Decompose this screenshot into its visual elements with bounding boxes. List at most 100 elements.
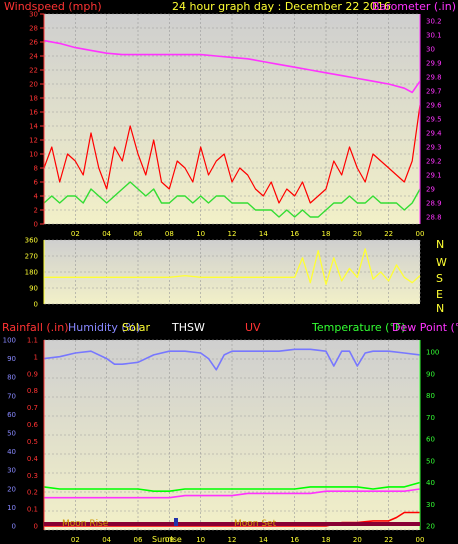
wind-axis-tick: 22 (29, 67, 38, 75)
wind-axis-tick: 28 (29, 25, 38, 33)
solar-blip (174, 518, 178, 526)
compass-n-top: N (436, 238, 444, 251)
compass-w: W (436, 256, 447, 269)
temperature-label: Temperature (°F) (311, 321, 406, 334)
climate-x-tick: 00 (416, 536, 425, 544)
humidity-label: Humidity (%) (68, 321, 140, 334)
wind-x-tick: 02 (71, 230, 80, 238)
wind-axis-tick: 6 (34, 179, 39, 187)
wind-x-tick: 06 (134, 230, 143, 238)
wind-x-tick: 12 (228, 230, 237, 238)
wind-x-tick: 20 (353, 230, 362, 238)
wind-axis-tick: 30 (29, 11, 38, 19)
direction-axis-tick: 270 (25, 253, 38, 261)
climate-x-tick: 20 (353, 536, 362, 544)
moon-set-label: Moon Set (234, 519, 277, 529)
humidity-axis-tick: 10 (7, 504, 16, 512)
barometer-axis-tick: 29.9 (426, 60, 442, 68)
sunrise-label: Sunrise (152, 535, 182, 544)
barometer-axis-tick: 29.6 (426, 102, 442, 110)
humidity-axis-tick: 100 (3, 337, 16, 345)
temperature-line (43, 481, 421, 493)
barometer-axis-tick: 30.1 (426, 32, 442, 40)
wind-x-tick: 16 (290, 230, 299, 238)
climate-x-tick: 16 (290, 536, 299, 544)
climate-x-tick: 22 (384, 536, 393, 544)
rain-axis-tick: 0.2 (27, 489, 38, 497)
wind-avg-line (43, 181, 421, 218)
wind-series (43, 39, 421, 218)
barometer-axis-tick: 30 (426, 46, 435, 54)
barometer-axis-tick: 29.2 (426, 158, 442, 166)
temp-axis-tick: 60 (426, 436, 435, 444)
temp-axis-tick: 70 (426, 414, 435, 422)
humidity-line (43, 348, 421, 371)
dewpoint-line (44, 488, 421, 499)
wind-x-tick: 18 (322, 230, 331, 238)
barometer-axis-tick: 29.7 (426, 88, 442, 96)
temp-axis-tick: 50 (426, 457, 435, 465)
temp-axis-tick: 100 (426, 349, 439, 357)
wind-axis-tick: 24 (29, 53, 38, 61)
direction-axis-tick: 0 (34, 301, 38, 309)
wind-axis-tick: 16 (29, 109, 38, 117)
wind-axis-tick: 4 (34, 193, 39, 201)
rain-axis-tick: 0.9 (27, 370, 38, 378)
temp-axis-tick: 20 (426, 523, 435, 531)
barometer-label: Barometer (.in) (372, 0, 456, 13)
humidity-axis-tick: 80 (7, 374, 16, 382)
moon-band (44, 522, 420, 526)
wind-x-tick: 04 (102, 230, 111, 238)
barometer-axis-tick: 29 (426, 186, 435, 194)
barometer-axis-tick: 29.5 (426, 116, 442, 124)
rainfall-label: Rainfall (.in) (2, 321, 69, 334)
wind-direction-line (44, 248, 421, 286)
rain-axis-tick: 0.6 (27, 421, 39, 429)
barometer-axis-tick: 28.8 (426, 214, 442, 222)
wind-axis-tick: 18 (29, 95, 38, 103)
compass-n-bottom: N (436, 302, 444, 315)
wind-x-tick: 00 (416, 230, 425, 238)
humidity-axis-tick: 40 (7, 448, 16, 456)
solar-label: Solar (122, 321, 151, 334)
climate-x-tick: 14 (259, 536, 268, 544)
climate-x-tick: 10 (196, 536, 205, 544)
direction-grid (43, 239, 421, 305)
windspeed-label: Windspeed (mph) (4, 0, 102, 13)
direction-axis-tick: 180 (25, 269, 38, 277)
temp-axis-tick: 80 (426, 392, 435, 400)
humidity-axis-tick: 20 (7, 485, 16, 493)
wind-axis-tick: 8 (34, 165, 38, 173)
climate-x-tick: 18 (322, 536, 331, 544)
wind-axis-tick: 20 (29, 81, 38, 89)
rain-axis-tick: 1 (34, 353, 38, 361)
humidity-axis-tick: 30 (7, 467, 16, 475)
humidity-axis-tick: 70 (7, 392, 16, 400)
humidity-axis-tick: 90 (7, 355, 16, 363)
climate-x-tick: 12 (228, 536, 237, 544)
barometer-axis-tick: 29.3 (426, 144, 442, 152)
rain-axis-tick: 1.1 (27, 337, 38, 345)
barometer-axis-tick: 29.8 (426, 74, 442, 82)
humidity-axis-tick: 50 (7, 430, 16, 438)
barometer-line (43, 39, 421, 94)
wind-axis-tick: 14 (29, 123, 38, 131)
barometer-axis-tick: 30.2 (426, 18, 442, 26)
barometer-axis-tick: 28.9 (426, 200, 442, 208)
thsw-label: THSW (171, 321, 205, 334)
direction-axis-tick: 90 (29, 285, 38, 293)
temp-axis-tick: 40 (426, 479, 435, 487)
wind-axis-tick: 12 (29, 137, 38, 145)
wind-axis-tick: 26 (29, 39, 38, 47)
wind-gust-line (43, 104, 421, 204)
humidity-axis-tick: 60 (7, 411, 16, 419)
direction-series (44, 248, 421, 286)
uv-label: UV (245, 321, 261, 334)
rain-axis-tick: 0.3 (27, 472, 38, 480)
axes-labels: 02468101214161820222426283028.828.92929.… (3, 11, 443, 544)
rain-axis-tick: 0 (34, 523, 38, 531)
climate-x-tick: 04 (102, 536, 111, 544)
chart-title: 24 hour graph day : December 22 2016 (172, 0, 391, 13)
climate-x-tick: 06 (134, 536, 143, 544)
